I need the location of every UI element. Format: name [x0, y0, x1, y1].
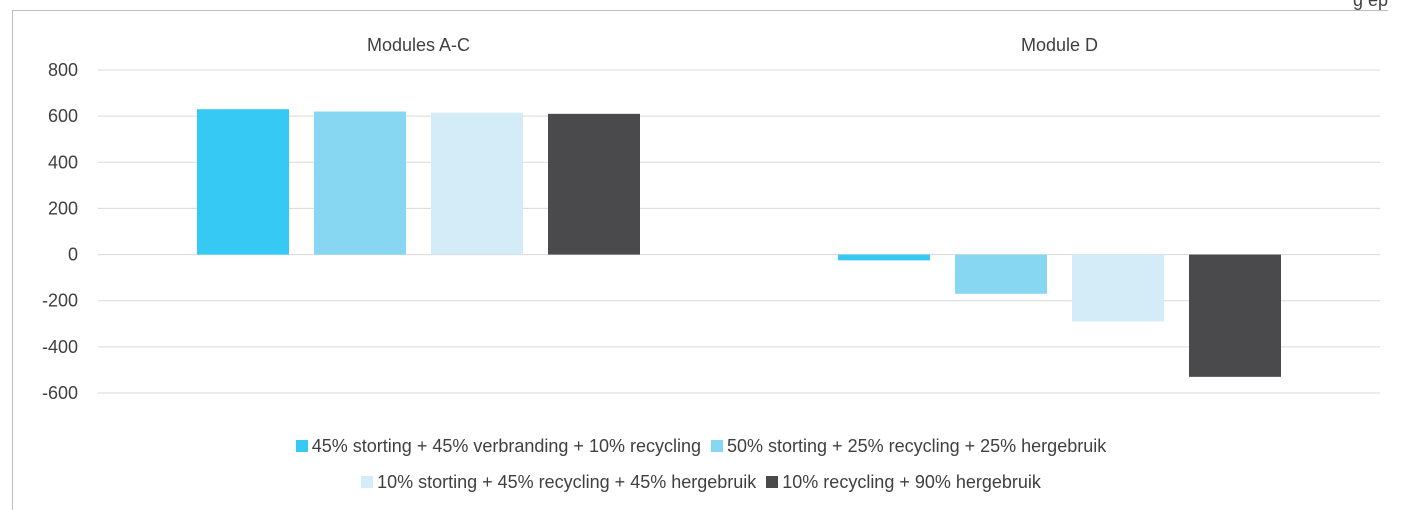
legend-item: 50% storting + 25% recycling + 25% herge…: [711, 436, 1106, 457]
y-tick-label: 600: [48, 106, 78, 126]
y-axis-ticks: 800 600 400 200 0 -200 -400 -600: [42, 60, 78, 403]
bars: [197, 109, 1281, 377]
bar: [431, 112, 523, 255]
y-tick-label: 400: [48, 152, 78, 172]
legend-row-2: 10% storting + 45% recycling + 45% herge…: [0, 464, 1402, 500]
bar: [314, 111, 406, 255]
y-tick-label: -200: [42, 291, 78, 311]
y-tick-label: 200: [48, 198, 78, 218]
legend-label: 45% storting + 45% verbranding + 10% rec…: [311, 435, 701, 456]
legend-item: 10% storting + 45% recycling + 45% herge…: [361, 472, 756, 493]
corner-text: g ep: [1352, 0, 1388, 10]
y-tick-label: -400: [42, 337, 78, 357]
legend-swatch: [711, 440, 723, 452]
legend-swatch: [766, 476, 779, 488]
category-label: Module D: [1021, 35, 1098, 55]
legend: 45% storting + 45% verbranding + 10% rec…: [0, 428, 1402, 500]
y-tick-label: 800: [48, 60, 78, 80]
legend-item: 10% recycling + 90% hergebruik: [766, 472, 1041, 493]
category-label: Modules A-C: [367, 35, 470, 55]
legend-item: 45% storting + 45% verbranding + 10% rec…: [295, 435, 701, 457]
top-border: [12, 10, 1388, 11]
bar: [548, 113, 640, 255]
y-tick-label: -600: [42, 383, 78, 403]
legend-label: 10% recycling + 90% hergebruik: [782, 471, 1041, 492]
legend-swatch: [295, 440, 308, 452]
legend-label: 10% storting + 45% recycling + 45% herge…: [377, 471, 757, 492]
bar: [838, 254, 930, 261]
legend-swatch: [361, 476, 374, 488]
category-labels: Modules A-C Module D: [367, 35, 1098, 55]
left-border: [12, 10, 13, 510]
bar: [1072, 254, 1164, 322]
bar: [1189, 254, 1281, 377]
gridlines: [98, 69, 1380, 394]
bar: [955, 254, 1047, 294]
legend-row-1: 45% storting + 45% verbranding + 10% rec…: [0, 428, 1402, 464]
y-tick-label: 0: [68, 245, 78, 265]
legend-label: 50% storting + 25% recycling + 25% herge…: [727, 435, 1107, 456]
bar: [197, 109, 289, 255]
